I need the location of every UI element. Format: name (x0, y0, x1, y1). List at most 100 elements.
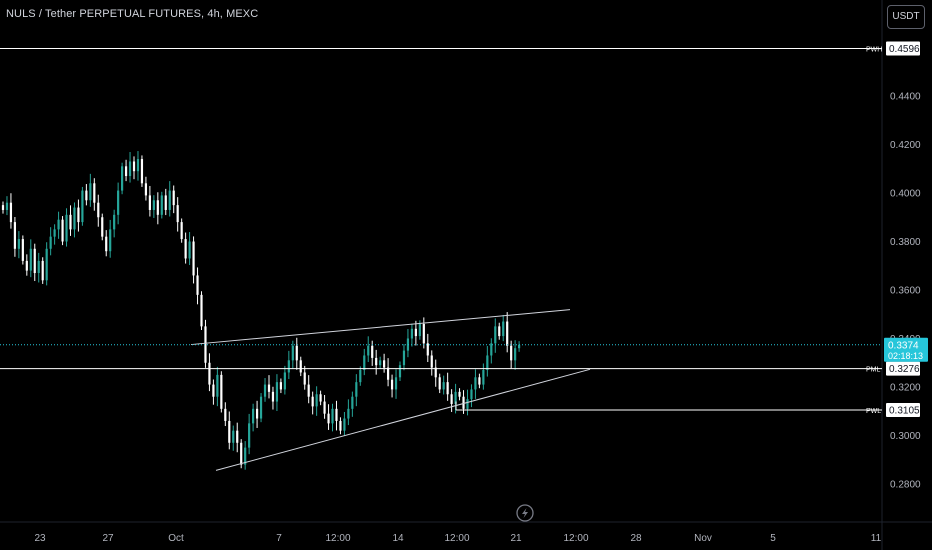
candle-body (53, 229, 56, 237)
y-tick-label: 0.4200 (890, 140, 921, 151)
candle-body (152, 200, 155, 210)
level-name: PML (866, 367, 881, 374)
lightning-icon[interactable] (516, 504, 534, 522)
candle-body (506, 321, 509, 346)
candle-body (283, 372, 286, 390)
candle-body (113, 214, 116, 230)
candle-body (470, 389, 473, 400)
candle-body (255, 408, 259, 419)
current-price-countdown: 02:18:13 (888, 351, 923, 361)
candle-body (339, 420, 342, 431)
candle-body (502, 321, 505, 337)
candle-body (351, 396, 354, 409)
candle-body (331, 408, 334, 424)
candle-body (271, 391, 275, 402)
candle-body (17, 239, 20, 249)
candle-body (220, 374, 223, 409)
candle-body (33, 248, 36, 274)
candle-body (176, 205, 179, 223)
y-tick-label: 0.4000 (890, 189, 921, 200)
candle-body (61, 219, 64, 242)
candle-body (279, 382, 282, 390)
candle-body (363, 355, 366, 371)
candle-body (21, 239, 24, 261)
candle-body (375, 357, 378, 366)
candle-body (192, 241, 195, 276)
candle-body (355, 382, 358, 397)
candle-body (494, 326, 497, 344)
level-value-box (886, 403, 920, 418)
candle-body (462, 396, 465, 409)
candle-body (244, 447, 247, 465)
trendline (215, 368, 591, 471)
level-value: 0.3276 (889, 364, 920, 375)
candle-body (498, 326, 501, 337)
candle-body (303, 372, 306, 385)
x-tick-label: 12:00 (325, 533, 350, 544)
x-tick-label: 14 (392, 533, 404, 544)
candle-body (263, 384, 267, 397)
candle-body (343, 418, 346, 431)
candle-body (93, 183, 96, 203)
currency-button[interactable]: USDT (887, 5, 925, 29)
candle-body (406, 338, 410, 351)
level-value-box (886, 361, 920, 376)
trendline (190, 309, 571, 346)
candle-body (295, 345, 298, 361)
candle-body (121, 166, 124, 191)
candle-body (347, 408, 350, 419)
candles-group (1, 151, 521, 470)
candle-body (49, 236, 52, 249)
candle-body (240, 442, 243, 465)
candle-body (383, 360, 386, 368)
candle-body (398, 365, 402, 378)
candle-body (208, 362, 211, 385)
candle-body (418, 323, 421, 337)
candle-body (45, 248, 48, 281)
x-tick-label: 23 (34, 533, 46, 544)
candle-body (518, 344, 521, 349)
x-tick-label: 5 (770, 533, 776, 544)
candle-body (450, 394, 453, 404)
x-tick-label: 7 (276, 533, 282, 544)
candle-body (486, 355, 489, 371)
candle-body (299, 360, 302, 373)
candle-body (442, 382, 445, 390)
candle-body (228, 420, 231, 443)
candle-body (204, 326, 207, 363)
candle-body (41, 260, 44, 281)
candle-body (97, 202, 100, 218)
candle-body (414, 328, 417, 337)
y-tick-label: 0.2800 (890, 480, 921, 491)
x-tick-label: Nov (694, 533, 712, 544)
candle-body (77, 207, 80, 223)
candle-body (490, 343, 493, 356)
candle-body (311, 396, 314, 407)
candle-body (200, 294, 203, 327)
candle-body (287, 360, 290, 373)
candle-body (69, 214, 72, 230)
candle-body (81, 190, 84, 223)
candle-body (5, 202, 9, 210)
candle-body (482, 370, 485, 385)
candle-body (164, 195, 167, 210)
candle-body (148, 195, 151, 210)
candle-body (37, 260, 40, 274)
x-tick-label: 28 (630, 533, 642, 544)
candle-body (196, 275, 199, 295)
candle-body (89, 183, 92, 201)
level-value-box (886, 41, 920, 56)
current-price-value: 0.3374 (888, 340, 919, 351)
candle-body (438, 377, 441, 390)
candle-body (410, 328, 414, 339)
candle-body (224, 408, 227, 421)
candle-body (267, 384, 271, 392)
x-tick-label: Oct (168, 533, 184, 544)
level-value: 0.4596 (889, 44, 920, 55)
level-name: PWL (866, 408, 881, 415)
x-tick-label: 27 (102, 533, 114, 544)
candle-body (430, 355, 433, 368)
candle-body (25, 260, 28, 271)
candle-body (156, 200, 159, 215)
